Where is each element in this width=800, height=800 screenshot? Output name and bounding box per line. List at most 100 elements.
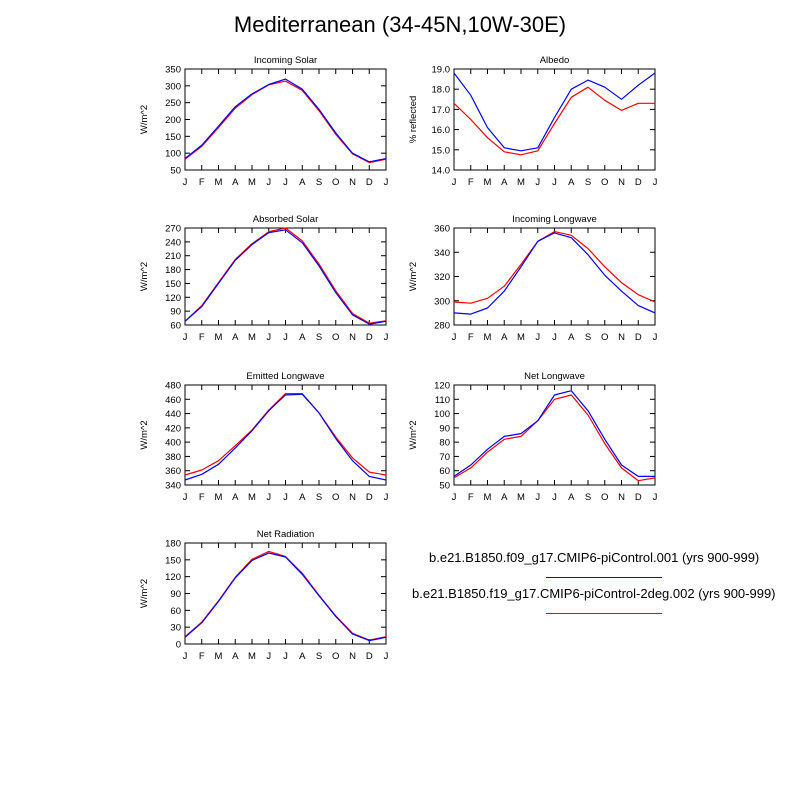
chart-panel-3: J F M A M J J A S O N D J6090120150180210240270Absor… bbox=[139, 214, 389, 343]
series-line-1 bbox=[453, 72, 656, 152]
series-line-1 bbox=[453, 232, 656, 315]
chart-title: Net Longwave bbox=[524, 371, 585, 382]
y-tick-label: 70 bbox=[439, 452, 450, 463]
y-tick-label: 15.0 bbox=[432, 145, 451, 156]
y-tick-label: 150 bbox=[165, 555, 181, 566]
y-tick-label: 110 bbox=[435, 395, 450, 406]
series-line-1 bbox=[184, 78, 387, 163]
y-tick-label: 440 bbox=[165, 409, 181, 420]
y-tick-label: 270 bbox=[165, 224, 181, 235]
x-tick-label: A bbox=[299, 492, 306, 503]
x-tick-label: J bbox=[535, 332, 540, 343]
x-tick-label: J bbox=[552, 332, 557, 343]
x-tick-label: J bbox=[535, 177, 540, 188]
x-tick-label: O bbox=[601, 177, 608, 188]
plot-frame bbox=[184, 227, 387, 326]
x-tick-label: N bbox=[618, 332, 625, 343]
x-tick-label: J bbox=[283, 177, 288, 188]
x-tick-label: O bbox=[601, 332, 608, 343]
x-tick-label: O bbox=[332, 492, 339, 503]
y-tick-label: 14.0 bbox=[432, 166, 451, 177]
x-tick-label: M bbox=[248, 492, 256, 503]
chart-panel-1: J F M A M J J A S O N D J50100150200250300350Incomin… bbox=[139, 55, 389, 188]
y-tick-label: 360 bbox=[434, 224, 450, 235]
x-tick-label: O bbox=[332, 332, 339, 343]
series-line-2 bbox=[453, 394, 656, 482]
legend-line-2 bbox=[546, 613, 662, 614]
x-tick-label: M bbox=[215, 651, 223, 662]
x-tick-label: D bbox=[366, 177, 373, 188]
y-tick-label: 90 bbox=[439, 423, 450, 434]
x-tick-label: A bbox=[568, 492, 575, 503]
y-tick-label: 200 bbox=[165, 115, 181, 126]
y-tick-label: 350 bbox=[165, 65, 181, 76]
x-tick-label: A bbox=[501, 177, 508, 188]
y-tick-label: 120 bbox=[165, 293, 181, 304]
y-axis-label: W/m^2 bbox=[139, 105, 150, 134]
x-tick-label: M bbox=[517, 332, 525, 343]
x-tick-label: J bbox=[552, 177, 557, 188]
chart-title: Incoming Solar bbox=[254, 55, 317, 66]
y-tick-label: 250 bbox=[165, 98, 181, 109]
y-tick-label: 340 bbox=[165, 481, 181, 492]
x-tick-label: J bbox=[266, 177, 271, 188]
x-tick-label: A bbox=[568, 177, 575, 188]
y-tick-label: 300 bbox=[434, 296, 450, 307]
x-tick-label: D bbox=[635, 177, 642, 188]
legend-label-1: b.e21.B1850.f09_g17.CMIP6-piControl.001 … bbox=[429, 550, 760, 565]
plot-frame bbox=[184, 384, 387, 486]
x-tick-label: N bbox=[349, 492, 356, 503]
y-tick-label: 180 bbox=[165, 539, 181, 550]
x-tick-label: M bbox=[215, 492, 223, 503]
series-line-2 bbox=[184, 550, 387, 641]
x-tick-label: A bbox=[501, 332, 508, 343]
chart-title: Emitted Longwave bbox=[246, 371, 324, 382]
y-axis-label: W/m^2 bbox=[408, 262, 419, 291]
y-tick-label: 480 bbox=[165, 381, 181, 392]
y-tick-label: 18.0 bbox=[432, 85, 451, 96]
y-tick-label: 150 bbox=[165, 279, 181, 290]
x-tick-label: J bbox=[452, 177, 457, 188]
x-tick-label: S bbox=[585, 177, 591, 188]
series-line-1 bbox=[184, 229, 387, 325]
x-tick-label: M bbox=[215, 332, 223, 343]
series-line-1 bbox=[184, 552, 387, 642]
y-tick-label: 50 bbox=[439, 481, 450, 492]
x-tick-label: J bbox=[653, 177, 658, 188]
x-tick-label: J bbox=[183, 651, 188, 662]
x-tick-label: N bbox=[349, 177, 356, 188]
x-tick-label: D bbox=[366, 492, 373, 503]
x-tick-label: O bbox=[601, 492, 608, 503]
legend-label-2: b.e21.B1850.f19_g17.CMIP6-piControl-2deg… bbox=[412, 586, 776, 601]
x-tick-label: J bbox=[283, 332, 288, 343]
y-tick-label: 120 bbox=[434, 381, 450, 392]
y-axis-label: % reflected bbox=[408, 96, 419, 144]
x-tick-label: S bbox=[316, 177, 322, 188]
x-tick-label: A bbox=[232, 177, 239, 188]
x-tick-label: J bbox=[384, 492, 389, 503]
x-tick-label: D bbox=[635, 332, 642, 343]
x-tick-label: J bbox=[266, 492, 271, 503]
x-tick-label: J bbox=[535, 492, 540, 503]
x-tick-label: M bbox=[248, 177, 256, 188]
x-tick-label: A bbox=[299, 332, 306, 343]
x-tick-label: F bbox=[199, 332, 205, 343]
x-tick-label: D bbox=[635, 492, 642, 503]
x-tick-label: S bbox=[316, 332, 322, 343]
y-tick-label: 100 bbox=[434, 409, 450, 420]
x-tick-label: A bbox=[232, 492, 239, 503]
y-tick-label: 17.0 bbox=[432, 105, 451, 116]
chart-title: Albedo bbox=[540, 55, 570, 66]
x-tick-label: J bbox=[266, 651, 271, 662]
series-line-1 bbox=[453, 390, 655, 477]
y-axis-label: W/m^2 bbox=[408, 420, 419, 449]
x-tick-label: N bbox=[618, 177, 625, 188]
y-tick-label: 0 bbox=[176, 640, 181, 651]
x-tick-label: O bbox=[332, 651, 339, 662]
y-tick-label: 60 bbox=[170, 321, 181, 332]
x-tick-label: M bbox=[517, 492, 525, 503]
x-tick-label: F bbox=[468, 177, 474, 188]
